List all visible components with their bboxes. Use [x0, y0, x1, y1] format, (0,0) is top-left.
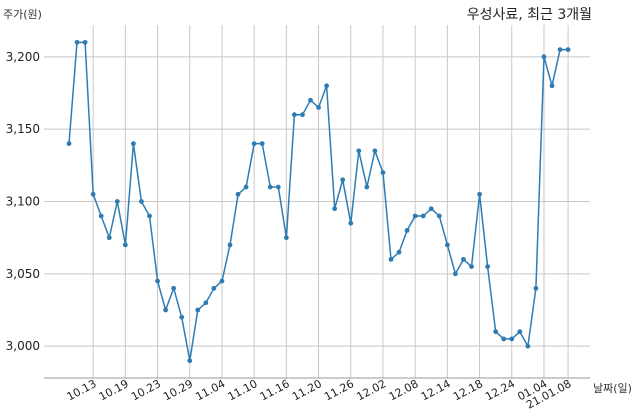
data-point: [461, 256, 466, 262]
data-point: [147, 213, 152, 219]
x-tick-label: 10.13: [65, 377, 99, 403]
data-point: [179, 314, 185, 320]
data-point: [203, 300, 209, 306]
data-point: [292, 112, 297, 118]
data-point: [251, 141, 257, 147]
data-point: [74, 39, 80, 45]
data-point: [428, 206, 434, 212]
data-point: [211, 285, 217, 291]
x-tick-label: 11.20: [290, 377, 324, 403]
data-point: [348, 220, 354, 226]
data-point: [356, 148, 362, 154]
y-tick-label: 3,200: [6, 50, 40, 64]
data-point: [195, 307, 201, 313]
data-point: [332, 206, 338, 212]
data-point: [364, 184, 370, 190]
data-point: [501, 336, 507, 342]
data-point: [525, 343, 531, 349]
data-point: [404, 228, 410, 233]
data-point: [139, 199, 144, 204]
data-point: [517, 329, 523, 335]
data-point: [549, 83, 555, 89]
data-point: [308, 97, 313, 103]
data-point: [493, 329, 499, 335]
data-point: [275, 184, 281, 190]
data-point: [155, 278, 160, 284]
x-tick-label: 10.19: [97, 377, 131, 403]
data-point: [283, 235, 289, 241]
y-tick-labels: 3,000 3,050 3,100 3,150 3,200: [6, 50, 40, 353]
y-axis-label: 주가(원): [3, 8, 42, 21]
data-point: [340, 177, 346, 183]
data-point: [469, 264, 474, 270]
x-tick-label: 12.02: [354, 377, 388, 403]
data-point: [372, 148, 378, 154]
y-tick-label: 3,100: [6, 195, 40, 209]
data-point: [131, 141, 136, 147]
x-tick-label: 12.14: [419, 377, 453, 403]
data-point: [66, 141, 72, 147]
data-point: [187, 358, 193, 364]
x-tick-label: 12.24: [483, 377, 517, 403]
data-point: [324, 83, 329, 89]
data-point: [541, 54, 547, 60]
data-point: [171, 285, 177, 291]
x-tick-labels: 10.1310.1910.2310.2911.0411.1011.1611.20…: [65, 377, 574, 411]
data-point: [412, 213, 418, 219]
data-point: [227, 242, 233, 248]
grid-lines: [44, 25, 590, 378]
data-point: [557, 47, 563, 52]
data-point: [477, 191, 482, 197]
data-point: [114, 199, 120, 204]
data-point: [420, 213, 426, 219]
data-point: [509, 336, 515, 342]
x-tick-label: 11.10: [226, 377, 260, 403]
data-point: [380, 170, 386, 175]
data-point: [444, 242, 450, 248]
data-point: [300, 112, 305, 118]
y-tick-label: 3,150: [6, 122, 40, 136]
data-point: [316, 105, 321, 110]
data-point: [82, 39, 88, 45]
x-tick-label: 11.26: [322, 377, 356, 403]
data-point: [90, 191, 96, 197]
data-point: [219, 278, 225, 284]
x-tick-label: 11.04: [193, 377, 227, 403]
data-point: [396, 249, 402, 255]
price-series: [66, 39, 571, 364]
chart-title: 우성사료, 최근 3개월: [467, 7, 592, 23]
data-point: [235, 191, 241, 197]
x-axis-label: 날짜(일): [593, 381, 632, 395]
x-tick-label: 10.23: [129, 377, 163, 403]
data-point: [267, 184, 273, 190]
data-point: [565, 47, 571, 52]
data-point: [436, 213, 442, 219]
data-point: [122, 242, 128, 248]
data-point: [485, 264, 490, 270]
data-point: [388, 256, 394, 262]
x-tick-label: 12.18: [451, 377, 485, 403]
data-point: [243, 184, 249, 190]
data-point: [533, 285, 539, 291]
x-tick-label: 10.29: [161, 377, 195, 403]
y-tick-label: 3,050: [6, 267, 40, 281]
x-tick-label: 11.16: [258, 377, 292, 403]
data-point: [259, 141, 265, 147]
y-tick-label: 3,000: [6, 339, 40, 353]
data-point: [163, 307, 169, 313]
x-tick-label: 12.08: [387, 377, 421, 403]
data-point: [106, 235, 112, 241]
data-point: [453, 271, 458, 277]
data-point: [98, 213, 104, 219]
